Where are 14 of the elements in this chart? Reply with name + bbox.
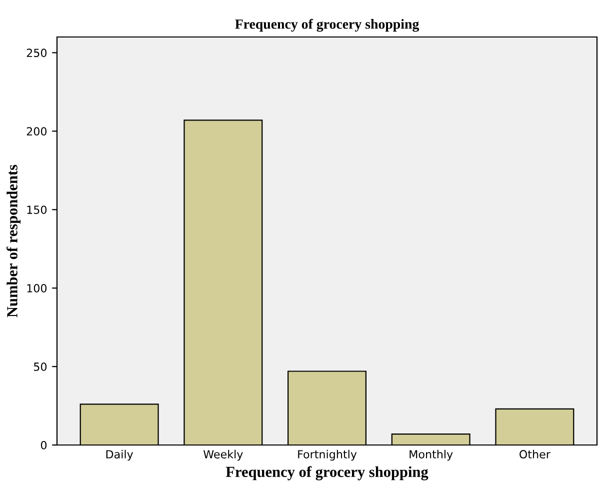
y-tick-label: 100 — [27, 284, 47, 292]
x-tick-label: Monthly — [410, 450, 453, 461]
y-tick-label: 200 — [26, 127, 47, 136]
chart-title: Frequency of grocery shopping — [235, 18, 420, 32]
x-tick-label: Weekly — [203, 450, 243, 461]
y-tick-label: 150 — [27, 206, 47, 214]
x-tick-label: Daily — [106, 450, 134, 461]
y-tick-label: 250 — [26, 48, 47, 58]
y-tick-label: 50 — [34, 362, 47, 371]
x-tick-label: Other — [520, 450, 550, 458]
x-tick-label: Fortnightly — [298, 450, 357, 461]
y-axis-title: Number of respondents — [6, 164, 21, 318]
y-tick-label: 0 — [40, 440, 47, 450]
x-axis-title: Frequency of grocery shopping — [226, 466, 428, 480]
